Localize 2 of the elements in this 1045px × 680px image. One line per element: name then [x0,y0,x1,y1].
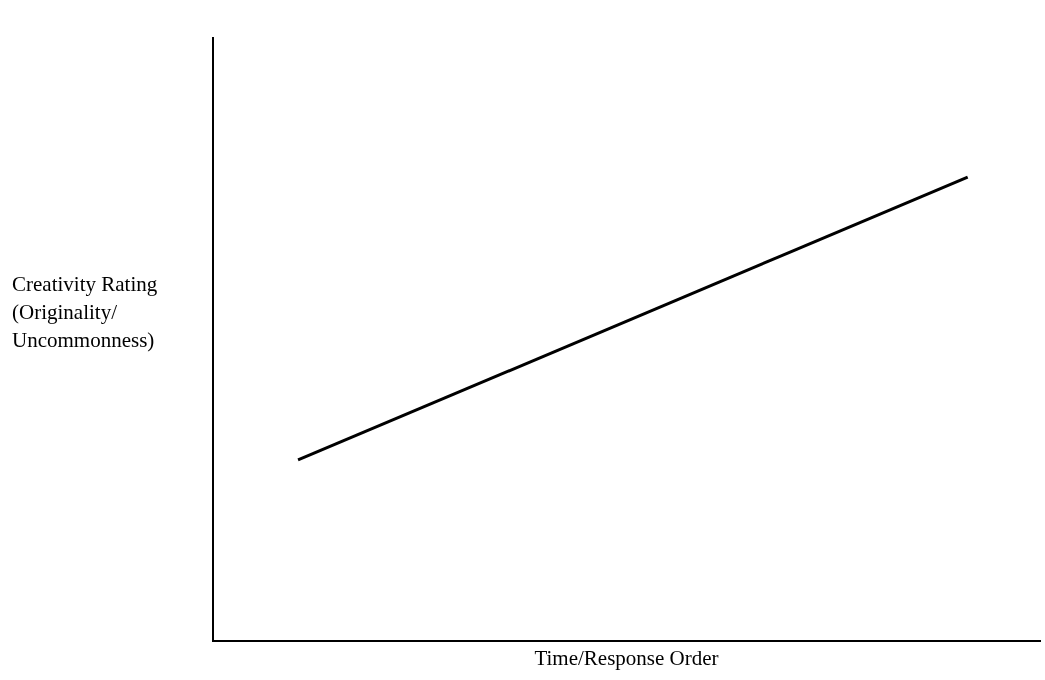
y-axis-title: Creativity Rating (Originality/ Uncommonness) [12,271,159,354]
x-axis-title: Time/Response Order [534,645,719,670]
